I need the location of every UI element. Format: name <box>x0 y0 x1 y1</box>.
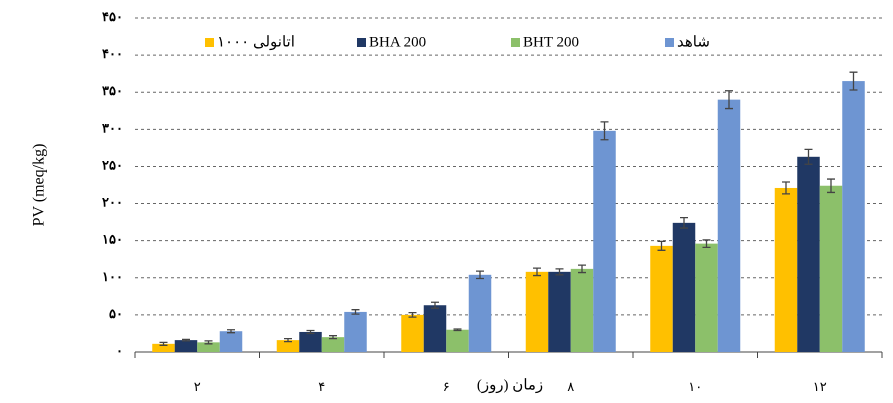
error-bar <box>600 121 609 141</box>
error-bar <box>182 338 190 342</box>
error-bar <box>284 337 292 343</box>
bar <box>321 337 345 352</box>
x-axis-title: زمان (روز) <box>477 377 543 393</box>
bar <box>219 331 243 352</box>
legend-swatch <box>205 38 214 47</box>
bar <box>842 81 865 352</box>
bar <box>570 268 594 352</box>
bar <box>401 314 424 352</box>
bar <box>797 156 820 352</box>
bar <box>650 245 673 352</box>
legend-label: اتانولی ۱۰۰۰ <box>217 34 295 50</box>
error-bar <box>329 335 337 340</box>
legend-label: شاهد <box>677 34 710 50</box>
error-bar <box>680 217 688 229</box>
bar <box>174 340 198 352</box>
y-tick-label: ۵۰ <box>109 306 123 321</box>
y-tick-label: ۰ <box>116 343 123 358</box>
error-bar <box>204 340 213 345</box>
x-tick-label: ۴ <box>318 379 325 394</box>
x-tick-label: ۲ <box>194 379 201 394</box>
error-bar <box>578 264 586 274</box>
error-bar <box>476 270 484 280</box>
bar <box>695 243 718 352</box>
bar <box>819 185 843 352</box>
y-tick-label: ۲۰۰ <box>102 195 123 210</box>
y-tick-label: ۱۵۰ <box>102 232 123 247</box>
bar <box>152 343 175 352</box>
bar <box>423 305 447 352</box>
legend-label: BHT 200 <box>523 34 579 50</box>
bar <box>548 271 571 352</box>
error-bar <box>782 181 790 195</box>
bar <box>299 331 322 352</box>
x-tick-label: ۱۰ <box>688 379 702 394</box>
error-bar <box>657 240 666 251</box>
error-bar <box>849 71 858 91</box>
bar <box>672 222 696 352</box>
error-bar <box>725 90 733 110</box>
error-bar <box>351 309 360 315</box>
bar <box>276 340 300 352</box>
y-tick-label: ۱۰۰ <box>102 269 123 284</box>
x-tick-label: ۱۲ <box>813 379 827 394</box>
error-bar <box>555 268 564 276</box>
error-bar <box>533 267 541 277</box>
legend-swatch <box>357 38 366 47</box>
bar <box>717 99 741 353</box>
bar <box>446 329 469 352</box>
bar <box>774 187 798 352</box>
y-axis-title: PV (meq/kg) <box>31 144 48 227</box>
x-tick-label: ۶ <box>443 379 450 394</box>
error-bar <box>431 301 439 309</box>
x-tick-label: ۸ <box>567 379 574 394</box>
y-tick-label: ۴۵۰ <box>102 9 123 24</box>
bar <box>525 271 549 352</box>
error-bar <box>408 312 417 318</box>
bar <box>468 274 492 352</box>
bar <box>593 130 616 352</box>
error-bar <box>453 328 462 332</box>
bar <box>197 342 220 352</box>
y-tick-label: ۳۵۰ <box>102 83 123 98</box>
y-tick-label: ۲۵۰ <box>102 157 123 172</box>
legend-swatch <box>665 38 674 47</box>
legend-label: BHA 200 <box>369 34 426 50</box>
bar <box>344 311 367 352</box>
error-bar <box>227 329 235 334</box>
error-bar <box>159 341 168 346</box>
error-bar <box>702 239 711 248</box>
error-bar <box>804 148 813 165</box>
y-tick-label: ۴۰۰ <box>102 46 123 61</box>
legend-swatch <box>511 38 520 47</box>
error-bar <box>306 329 315 335</box>
y-tick-label: ۳۰۰ <box>102 120 123 135</box>
error-bar <box>827 178 835 194</box>
